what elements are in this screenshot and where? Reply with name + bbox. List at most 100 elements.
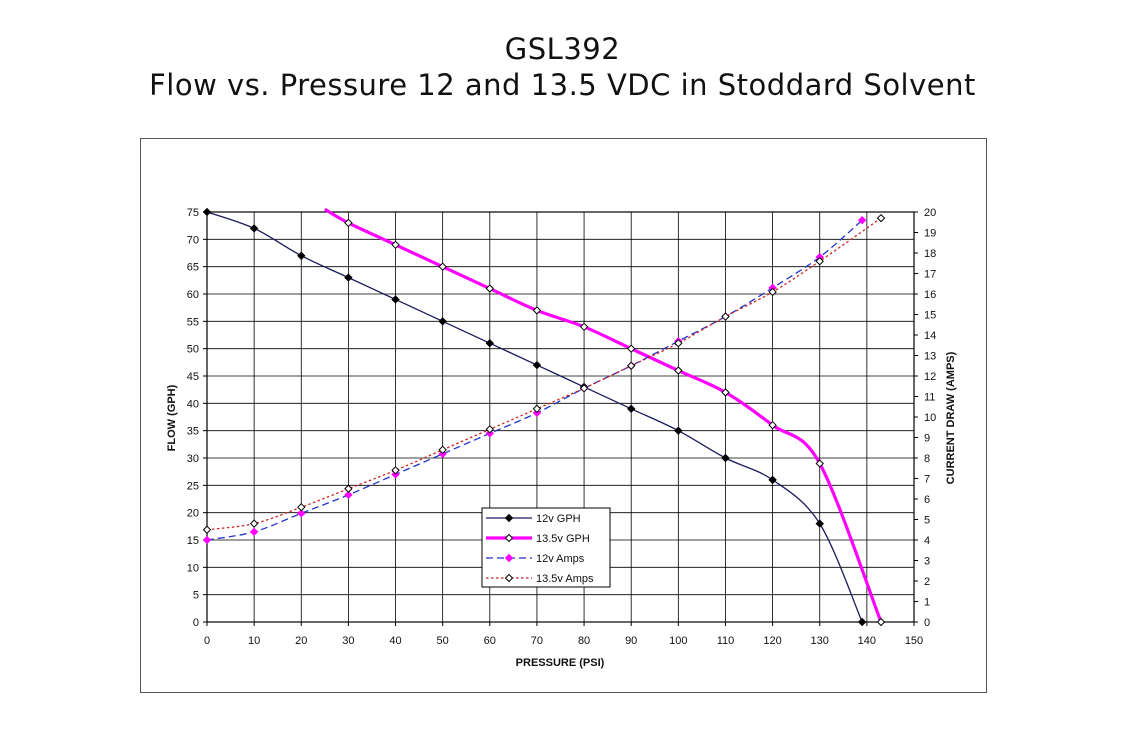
x-tick-label: 150 [905, 635, 923, 647]
data-point [249, 527, 259, 537]
data-point [202, 207, 212, 217]
y-tick-label: 15 [187, 535, 199, 547]
y2-tick-label: 19 [924, 228, 936, 240]
y2-tick-label: 11 [924, 392, 935, 404]
y2-tick-label: 7 [924, 474, 930, 486]
data-point [202, 525, 212, 534]
data-point [344, 484, 353, 493]
data-point [344, 273, 353, 282]
data-point [579, 322, 589, 332]
x-axis-ticks: 0 10 20 30 40 50 60 70 80 90 100 110 120 130 140 150 [204, 622, 923, 647]
y-tick-label: 65 [187, 262, 199, 274]
y-tick-label: 35 [187, 426, 199, 438]
series-12v-amps [202, 215, 867, 545]
y-tick-label: 50 [187, 344, 199, 356]
legend: 12v GPH 13.5v GPH 12v Amps 13.5v Amps [481, 507, 611, 588]
y2-axis-label: CURRENT DRAW (AMPS) [945, 351, 957, 484]
data-point [721, 453, 730, 463]
y2-tick-label: 4 [924, 535, 930, 547]
data-point [438, 445, 447, 455]
data-point [504, 553, 514, 563]
series-12v-gph [202, 207, 867, 627]
series-line [206, 217, 882, 531]
x-tick-label: 120 [763, 635, 781, 647]
data-point [344, 490, 353, 500]
data-point [504, 513, 514, 523]
y2-tick-label: 0 [924, 617, 930, 629]
data-point [485, 338, 495, 348]
data-point [344, 218, 353, 228]
data-point [532, 404, 542, 414]
y2-tick-label: 6 [924, 494, 930, 506]
y-tick-label: 10 [187, 562, 199, 574]
y-tick-label: 25 [187, 480, 199, 492]
y2-tick-label: 3 [924, 556, 930, 568]
y2-tick-label: 16 [924, 289, 936, 301]
data-point [202, 535, 212, 545]
y-tick-label: 5 [193, 590, 199, 602]
y-tick-label: 55 [187, 316, 199, 328]
x-tick-label: 70 [531, 635, 543, 647]
data-point [768, 287, 777, 297]
series-layer [202, 207, 886, 627]
data-point [485, 425, 495, 434]
y2-tick-label: 17 [924, 269, 936, 281]
x-tick-label: 30 [342, 635, 354, 647]
y2-tick-label: 20 [924, 207, 936, 219]
y-tick-label: 0 [193, 617, 199, 629]
x-tick-label: 140 [858, 635, 876, 647]
legend-label: 13.5v GPH [536, 533, 590, 545]
data-point [768, 420, 777, 430]
legend-label: 12v GPH [536, 513, 581, 525]
x-tick-label: 90 [625, 635, 637, 647]
data-point [532, 360, 542, 370]
data-point [815, 459, 824, 468]
y-tick-label: 20 [187, 508, 199, 520]
data-point [815, 519, 824, 528]
data-point [391, 295, 400, 304]
y2-tick-label: 15 [924, 310, 936, 322]
data-point [815, 256, 824, 266]
x-tick-label: 40 [389, 635, 401, 647]
data-point [857, 215, 867, 225]
data-point [249, 224, 259, 233]
y-tick-label: 70 [187, 234, 199, 246]
x-tick-label: 130 [811, 635, 829, 647]
data-point [876, 213, 886, 223]
y2-tick-label: 8 [924, 453, 930, 465]
data-point [674, 366, 683, 375]
data-point [391, 240, 400, 250]
data-point [485, 284, 495, 293]
data-point [626, 344, 636, 353]
data-point [721, 312, 730, 321]
x-tick-label: 100 [669, 635, 687, 647]
data-point [249, 519, 259, 528]
data-point [674, 338, 683, 348]
y2-tick-label: 2 [924, 576, 930, 588]
x-axis-label: PRESSURE (PSI) [516, 657, 605, 669]
y2-tick-label: 9 [924, 433, 930, 445]
y-tick-label: 75 [187, 207, 199, 219]
data-point [674, 426, 683, 435]
data-point [438, 262, 447, 271]
y-tick-label: 60 [187, 289, 199, 301]
series-13-5v-gph [324, 207, 886, 627]
data-point [504, 533, 514, 543]
data-point [876, 617, 886, 627]
y2-tick-label: 14 [924, 330, 936, 342]
y-tick-label: 30 [187, 453, 199, 465]
data-point [297, 509, 306, 518]
chart-subtitle: Flow vs. Pressure 12 and 13.5 VDC in Sto… [149, 68, 976, 102]
legend-label: 12v Amps [536, 553, 585, 565]
data-point [626, 361, 636, 370]
x-tick-label: 80 [578, 635, 590, 647]
data-point [297, 251, 306, 260]
y2-tick-label: 1 [924, 597, 930, 609]
x-tick-label: 60 [484, 635, 496, 647]
data-point [532, 306, 542, 315]
x-tick-label: 10 [248, 635, 260, 647]
chart-title: GSL392 [504, 32, 621, 66]
data-point [391, 466, 400, 475]
x-tick-label: 50 [437, 635, 449, 647]
